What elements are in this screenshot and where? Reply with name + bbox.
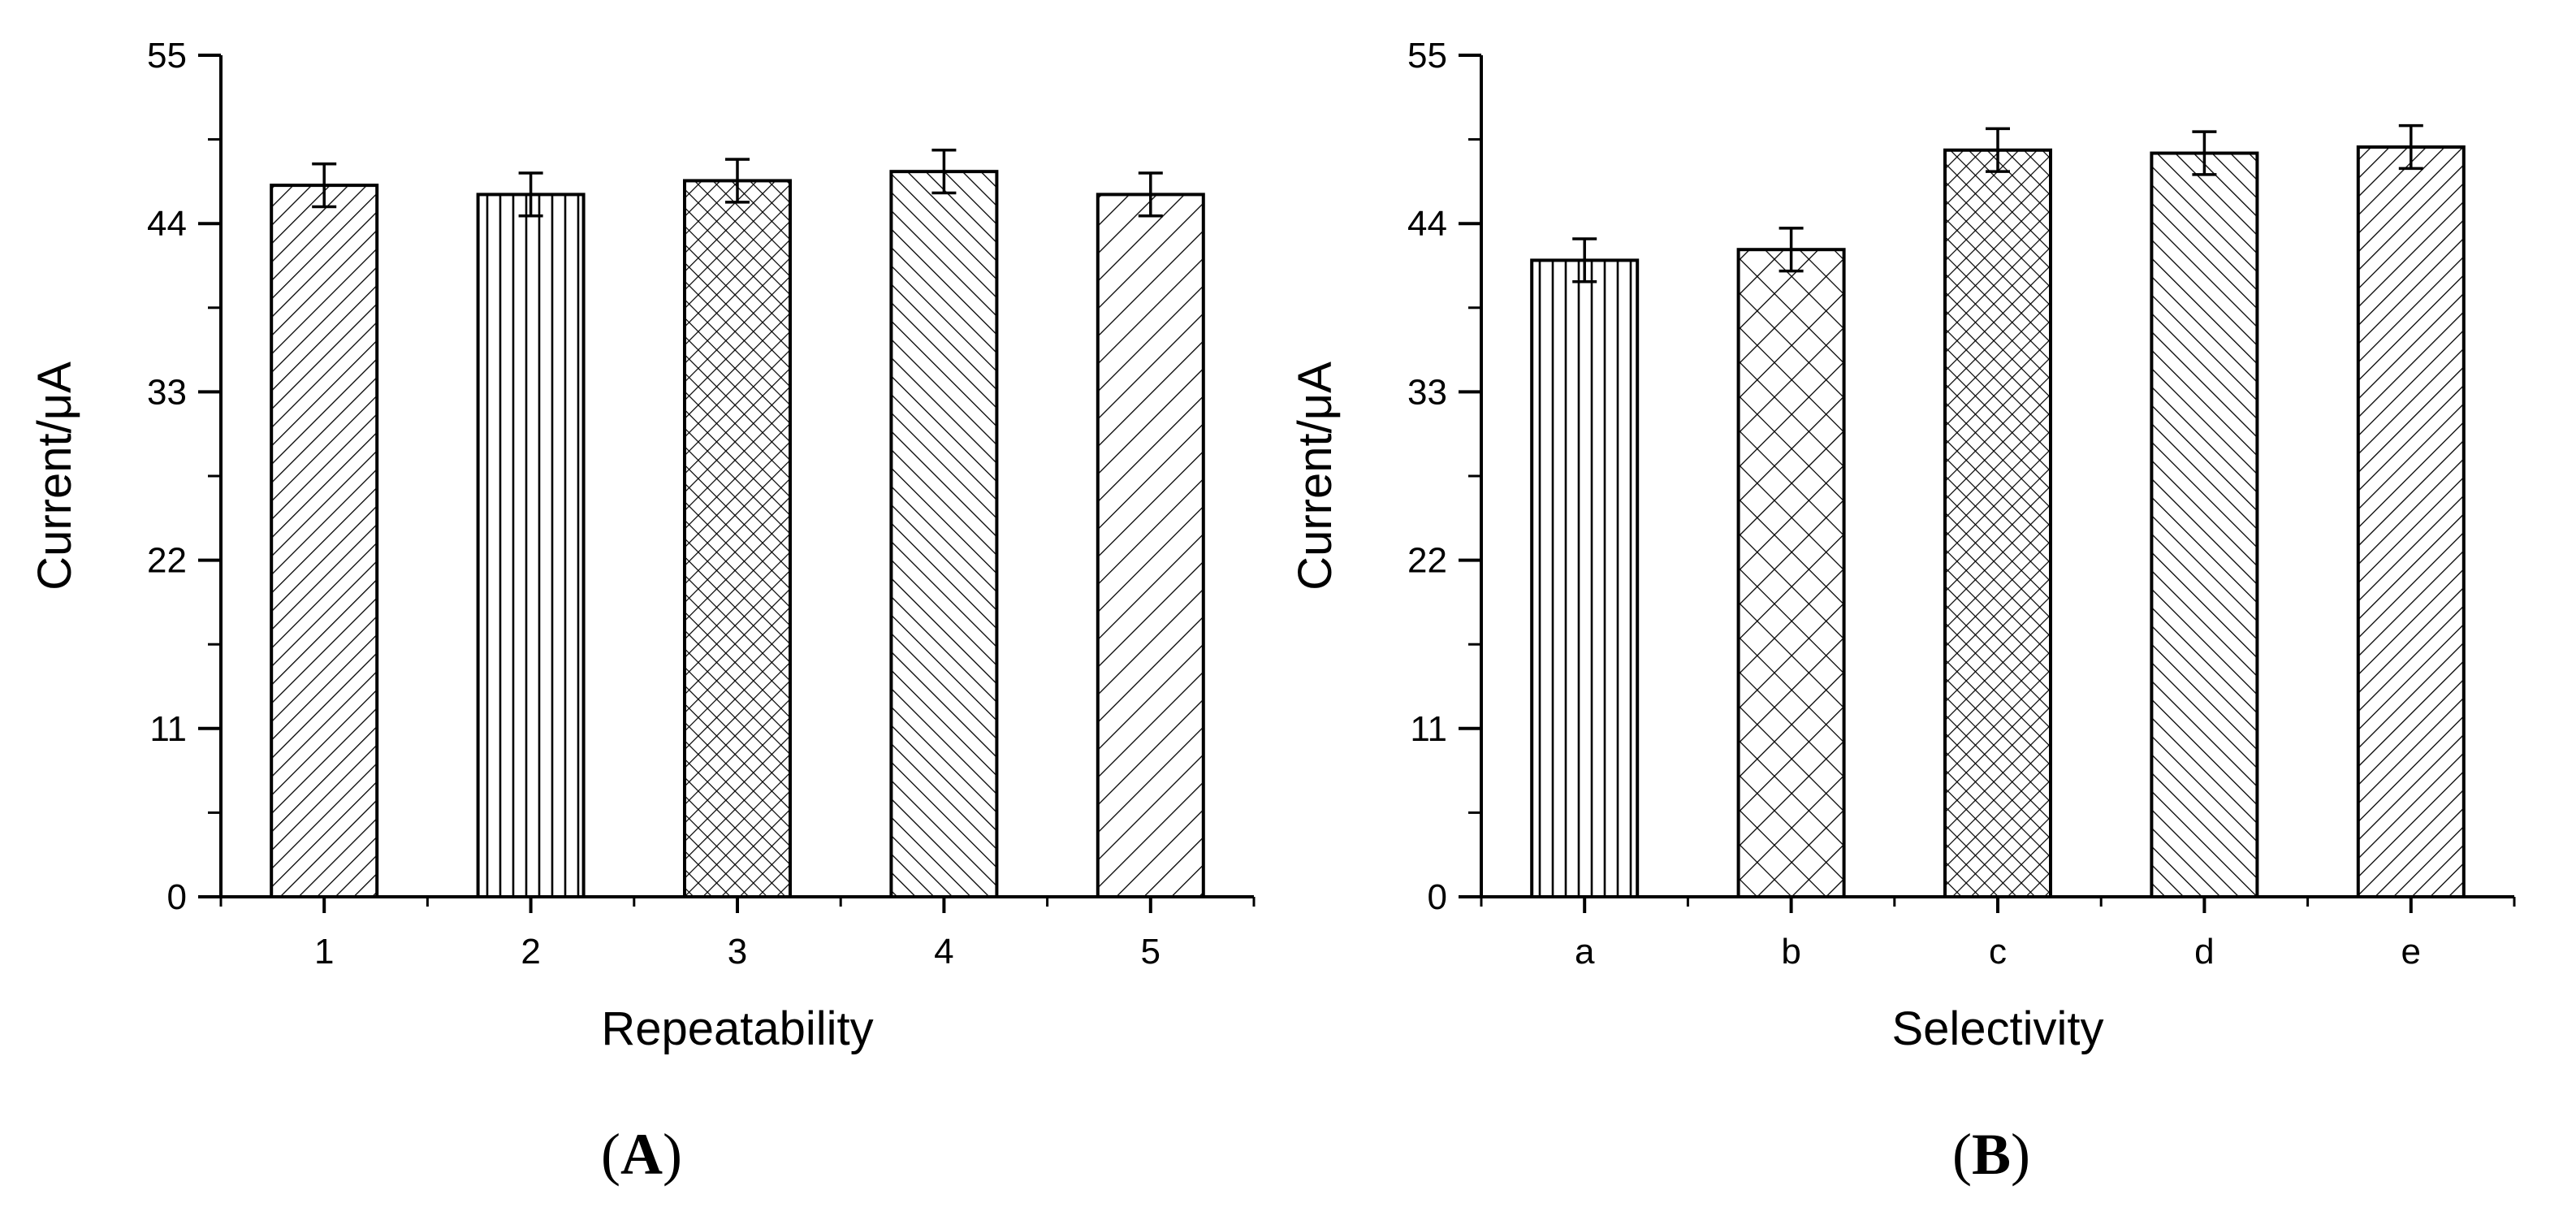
bar-1 [270,184,379,899]
x-tick-label: c [1989,932,2007,972]
bar-5 [1096,193,1205,899]
bar-c [1943,148,2052,898]
y-tick-label: 33 [147,372,187,412]
bar-4 [889,170,999,898]
error-bar-b [1779,227,1804,273]
x-tick-label: a [1575,932,1595,972]
x-tick-label: 1 [314,932,334,972]
x-tick-label: 4 [934,932,953,972]
y-tick-label: 55 [1407,36,1447,76]
y-tick-label: 22 [1407,541,1447,581]
panel-label: (A) [601,1122,682,1187]
error-bar-1 [312,162,337,209]
panel-label: (B) [1952,1122,2030,1187]
error-bar-e [2398,123,2423,171]
y-axis-label: Current/μA [28,361,81,591]
x-tick-label: b [1781,932,1800,972]
x-tick-label: e [2401,932,2421,972]
error-bar-4 [931,149,957,195]
bar-d [2150,151,2259,898]
panel-b: 0 11 22 33 44 55 a b c d e Selectivity Current/μA (B) [1289,36,2516,1187]
y-tick-label: 33 [1407,372,1447,412]
y-tick-label: 11 [149,709,187,749]
y-tick-label: 55 [147,36,187,76]
y-tick-label: 0 [167,877,187,917]
x-tick-label: d [2194,932,2214,972]
y-tick-label: 0 [1428,877,1447,917]
bar-2 [476,193,586,899]
error-bar-2 [518,171,543,218]
x-tick-label: 5 [1141,932,1160,972]
y-tick-label: 11 [1410,709,1447,749]
error-bar-5 [1138,171,1163,218]
error-bar-3 [725,158,750,204]
x-tick-label: 2 [521,932,540,972]
error-bar-c [1986,127,2010,173]
bar-a [1530,258,1640,898]
x-tick-label: 3 [728,932,747,972]
bar-e [2356,145,2466,898]
panel-a: 0 11 22 33 44 55 1 2 3 4 5 Repeatability Current/μA (… [28,36,1256,1187]
y-axis-label: Current/μA [1289,361,1342,591]
error-bar-d [2192,130,2217,176]
x-axis-label: Repeatability [601,1002,873,1055]
x-axis-label: Selectivity [1891,1002,2103,1055]
y-tick-label: 22 [147,541,187,581]
y-tick-label: 44 [1407,204,1447,244]
bar-b [1736,248,1846,899]
bar-3 [683,179,792,898]
y-tick-label: 44 [147,204,187,244]
error-bar-a [1572,237,1597,284]
